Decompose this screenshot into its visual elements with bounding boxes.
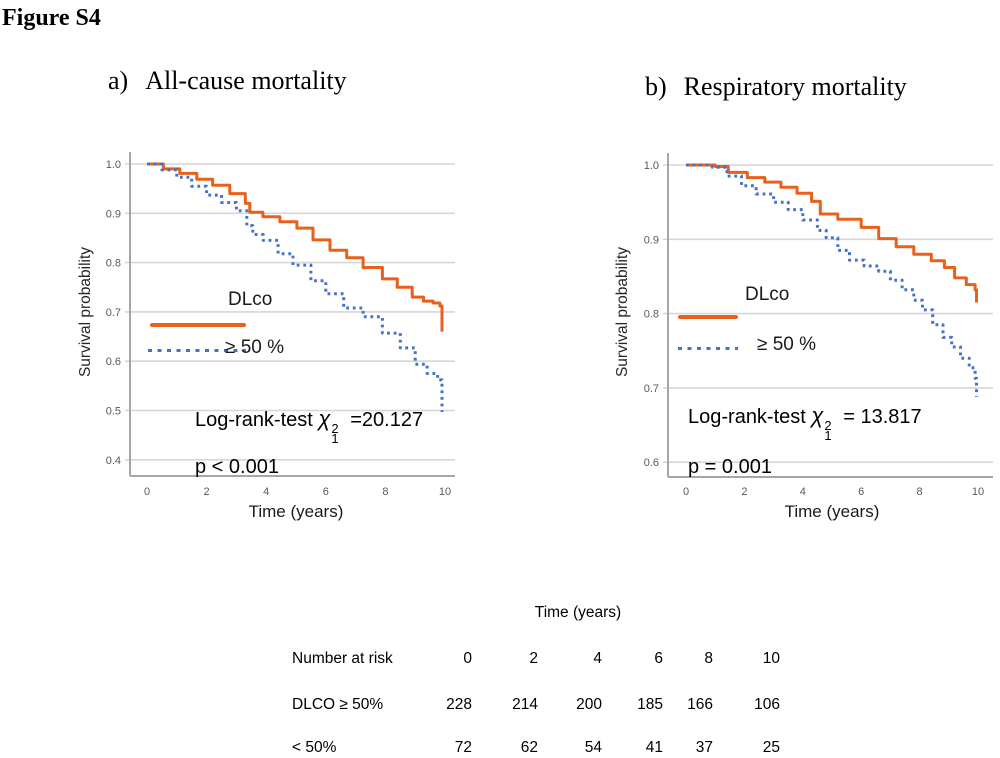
chi-superscript: 2 bbox=[331, 421, 339, 436]
logrank-text: Log-rank-test bbox=[195, 409, 313, 431]
x-tick-label: 6 bbox=[323, 486, 329, 498]
panel-b-title: b) Respiratory mortality bbox=[645, 72, 907, 102]
risk-cell: 4 bbox=[593, 650, 602, 667]
panel-b-legend-group-label: DLco bbox=[745, 284, 790, 305]
risk-cell: 228 bbox=[446, 696, 472, 713]
x-tick-label: 2 bbox=[204, 486, 210, 498]
risk-cell: 37 bbox=[695, 739, 713, 756]
chi-value: =20.127 bbox=[350, 409, 424, 431]
risk-cell: 214 bbox=[512, 696, 538, 713]
y-tick-label: 0.6 bbox=[106, 356, 121, 368]
panel-a-p-value: p < 0.001 bbox=[195, 456, 279, 478]
panel-b-legend-dotted-label: ≥ 50 % bbox=[757, 334, 817, 355]
risk-cell: 8 bbox=[704, 650, 713, 667]
y-tick-label: 1.0 bbox=[106, 159, 121, 171]
survival-curve-solid bbox=[147, 162, 444, 332]
risk-row-label: Number at risk bbox=[292, 650, 393, 667]
panel-a-legend-solid-line bbox=[150, 323, 246, 327]
chi-superscript: 2 bbox=[824, 418, 832, 433]
x-tick-label: 10 bbox=[972, 486, 984, 498]
panel-a-title-text: All-cause mortality bbox=[145, 66, 347, 95]
panel-b-p-value: p = 0.001 bbox=[688, 456, 772, 478]
y-tick-label: 0.7 bbox=[106, 307, 121, 319]
x-tick-label: 6 bbox=[858, 486, 864, 498]
x-tick-label: 4 bbox=[263, 486, 269, 498]
risk-cell: 54 bbox=[584, 739, 602, 756]
logrank-text: Log-rank-test bbox=[688, 406, 806, 428]
risk-cell: 62 bbox=[520, 739, 538, 756]
panel-a-survival-chart: 1.0 0.9 0.8 0.7 0.6 0.5 0.4 0 2 4 6 8 10 bbox=[106, 152, 455, 498]
y-tick-label: 1.0 bbox=[644, 160, 659, 172]
y-tick-label: 0.8 bbox=[644, 309, 659, 321]
x-tick-label: 0 bbox=[683, 486, 689, 498]
y-tick-label: 0.9 bbox=[106, 208, 121, 220]
panel-b-letter: b) bbox=[645, 72, 667, 101]
risk-table-row-times: Number at risk 0 2 4 6 8 10 bbox=[292, 650, 780, 668]
panel-b-title-text: Respiratory mortality bbox=[683, 72, 907, 101]
panel-b-survival-chart: 1.0 0.9 0.8 0.7 0.6 0 2 4 6 8 10 bbox=[644, 153, 993, 498]
y-tick-label: 0.7 bbox=[644, 383, 659, 395]
y-tick-label: 0.6 bbox=[644, 457, 659, 469]
risk-cell: 6 bbox=[654, 650, 663, 667]
y-tick-label: 0.8 bbox=[106, 258, 121, 270]
risk-table-header: Time (years) bbox=[534, 604, 622, 621]
chi-value: = 13.817 bbox=[843, 406, 922, 428]
panel-b-legend-solid-line bbox=[678, 315, 738, 319]
survival-curve-dotted bbox=[147, 162, 444, 412]
survival-curve-dotted bbox=[686, 163, 978, 397]
chi-symbol: χ bbox=[318, 406, 331, 431]
risk-cell: 2 bbox=[529, 650, 538, 667]
risk-cell: 106 bbox=[754, 696, 780, 713]
y-tick-label: 0.5 bbox=[106, 406, 121, 418]
risk-cell: 166 bbox=[687, 696, 713, 713]
x-tick-label: 2 bbox=[741, 486, 747, 498]
chi-subscript: 1 bbox=[331, 431, 339, 446]
x-tick-label: 8 bbox=[382, 486, 388, 498]
x-tick-label: 0 bbox=[144, 486, 150, 498]
y-tick-label: 0.4 bbox=[106, 455, 121, 467]
panel-a-title: a) All-cause mortality bbox=[108, 66, 347, 96]
panel-a-legend-dotted-line bbox=[148, 349, 246, 353]
y-tick-label: 0.9 bbox=[644, 234, 659, 246]
panel-b-x-axis-label: Time (years) bbox=[784, 502, 880, 521]
risk-cell: 72 bbox=[454, 739, 472, 756]
survival-curve-solid bbox=[686, 163, 978, 303]
panel-a-legend-group-label: DLco bbox=[228, 289, 273, 310]
risk-cell: 0 bbox=[463, 650, 472, 667]
panel-a-letter: a) bbox=[108, 66, 129, 95]
x-tick-label: 10 bbox=[439, 486, 451, 498]
chi-symbol: χ bbox=[811, 403, 824, 428]
figure-label: Figure S4 bbox=[2, 5, 101, 31]
panel-a-legend-dotted-label: ≥ 50 % bbox=[225, 337, 285, 358]
risk-cell: 10 bbox=[762, 650, 780, 667]
risk-row-label: < 50% bbox=[292, 739, 337, 756]
chi-subscript: 1 bbox=[824, 428, 832, 443]
panel-a-x-axis-label: Time (years) bbox=[248, 502, 344, 521]
risk-cell: 200 bbox=[576, 696, 602, 713]
risk-cell: 41 bbox=[645, 739, 663, 756]
risk-table-row-lt50: < 50% 72 62 54 41 37 25 bbox=[292, 739, 780, 757]
x-tick-label: 8 bbox=[917, 486, 923, 498]
risk-table-row-geq50: DLCO ≥ 50% 228 214 200 185 166 106 bbox=[292, 696, 780, 714]
risk-cell: 25 bbox=[762, 739, 780, 756]
x-tick-label: 4 bbox=[800, 486, 806, 498]
panel-b-legend-dotted-line bbox=[678, 347, 738, 351]
risk-cell: 185 bbox=[637, 696, 663, 713]
risk-row-label: DLCO ≥ 50% bbox=[292, 696, 384, 713]
